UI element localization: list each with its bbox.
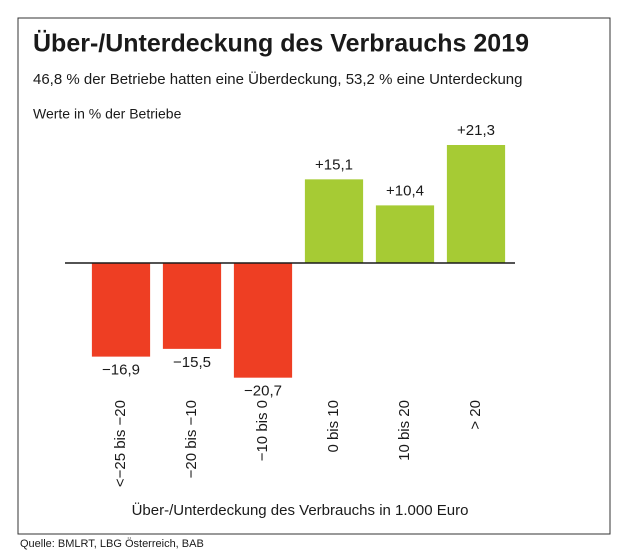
data-label: −16,9 [102,362,140,379]
chart-subtitle: 46,8 % der Betriebe hatten eine Überdeck… [33,70,523,88]
data-label: +10,4 [386,182,424,199]
data-label: +21,3 [457,122,495,139]
x-tick-label: <−25 bis −20 [112,400,129,487]
x-tick-label: −20 bis −10 [183,400,200,478]
chart-title: Über-/Unterdeckung des Verbrauchs 2019 [33,29,529,58]
x-axis-title: Über-/Unterdeckung des Verbrauchs in 1.0… [132,501,469,519]
x-tick-label: 10 bis 20 [396,400,413,461]
bar [446,144,506,263]
bar [162,263,222,349]
x-tick-label: 0 bis 10 [325,400,342,453]
x-tick-label: > 20 [467,400,484,430]
bar [233,263,293,378]
x-tick-label: −10 bis 0 [254,400,271,461]
bar [304,179,364,263]
bar [375,205,435,263]
bar [91,263,151,357]
data-label: −15,5 [173,354,211,371]
annotation: Werte in % der Betriebe [33,106,182,122]
data-label: −20,7 [244,383,282,400]
source: Quelle: BMLRT, LBG Österreich, BAB [20,538,204,550]
data-label: +15,1 [315,156,353,173]
frame [17,17,611,535]
